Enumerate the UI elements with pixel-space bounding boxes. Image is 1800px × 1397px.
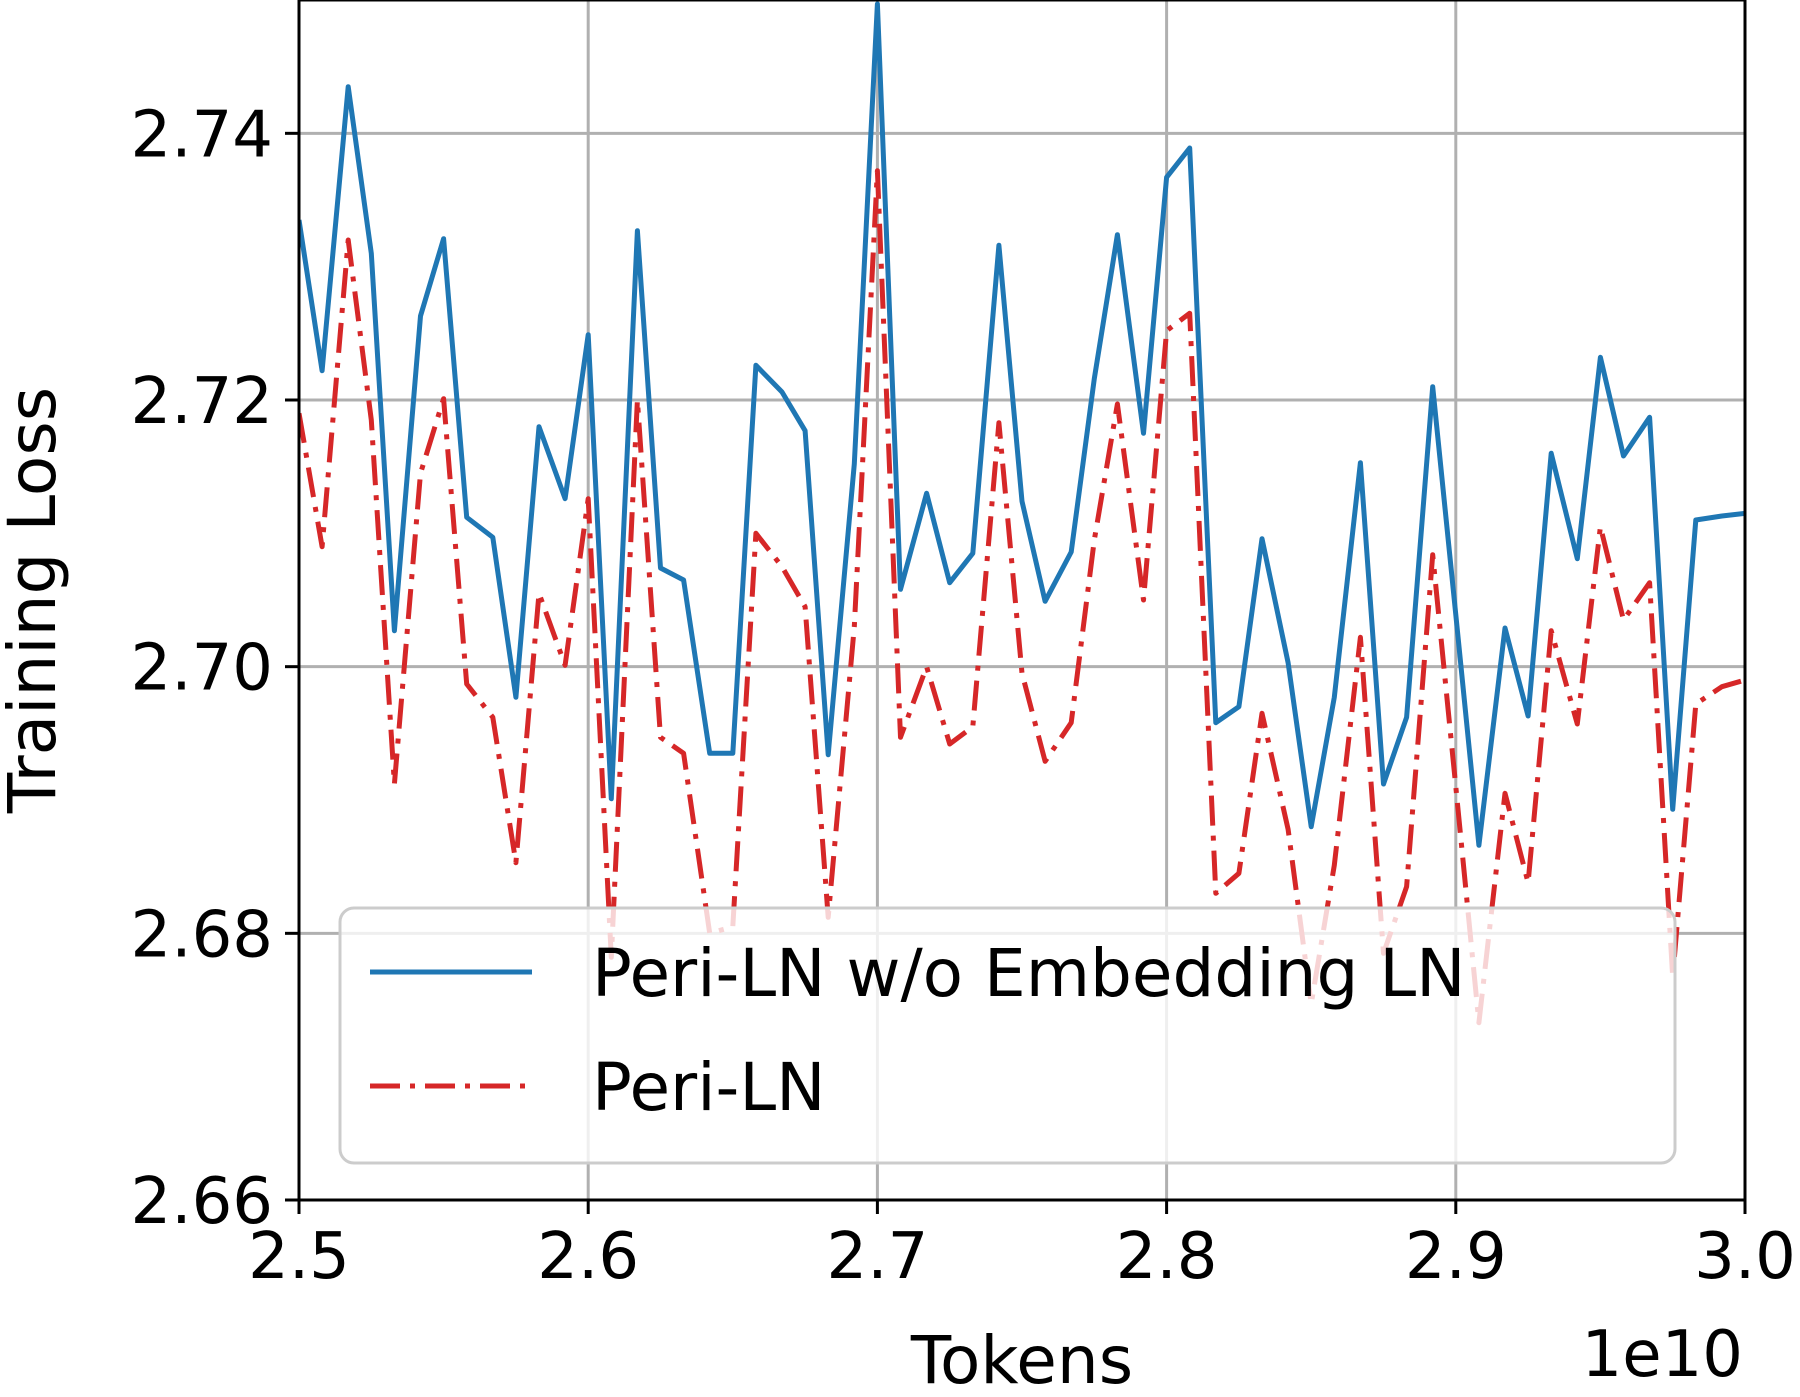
legend-label-peri-ln: Peri-LN [592,1049,825,1126]
series-line-peri-ln-wo-embedding-ln [299,1,1745,848]
y-tick-label: 2.72 [131,365,274,439]
x-tick-label: 2.6 [537,1220,639,1294]
x-tick-label: 2.8 [1116,1220,1218,1294]
x-axis-label: Tokens [910,1322,1133,1397]
legend-box [338,906,1677,1165]
axis-ticks: 2.5 2.6 2.7 2.8 2.9 3.0 2.66 2.68 2.70 2.72 2.74 [131,98,1796,1294]
y-tick-label: 2.74 [131,98,274,172]
x-tick-label: 3.0 [1694,1220,1796,1294]
y-tick-label: 2.68 [131,898,274,972]
legend: Peri-LN w/o Embedding LN Peri-LN [338,906,1677,1165]
x-tick-label: 2.5 [248,1220,350,1294]
x-axis-offset-label: 1e10 [1581,1318,1743,1392]
y-tick-label: 2.66 [131,1165,274,1239]
series-line-peri-ln [299,168,1745,1026]
legend-label-peri-ln-wo-embedding-ln: Peri-LN w/o Embedding LN [592,935,1466,1012]
y-axis-label: Training Loss [0,387,71,814]
series-layer [299,1,1745,1026]
y-tick-label: 2.70 [131,632,274,706]
plot-frame [297,0,1747,1202]
x-tick-label: 2.7 [827,1220,929,1294]
x-tick-label: 2.9 [1405,1220,1507,1294]
